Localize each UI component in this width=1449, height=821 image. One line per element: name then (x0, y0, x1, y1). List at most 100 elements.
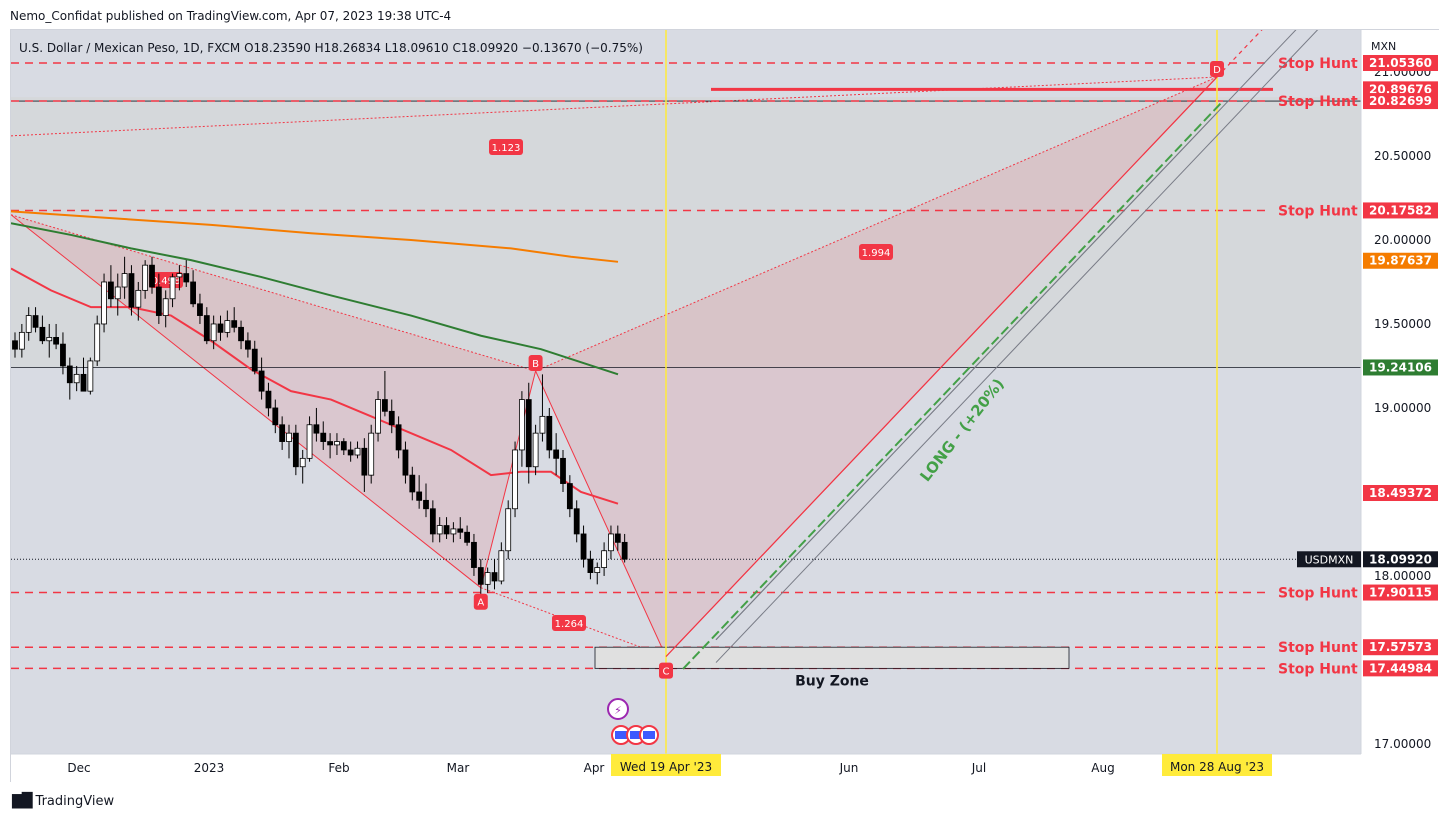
candle-body (66, 365, 73, 384)
candle (450, 522, 457, 543)
stop-hunt-label: Stop Hunt (1278, 94, 1358, 110)
lightning-icon: ⚡ (614, 704, 622, 717)
candle (73, 365, 80, 392)
chart-legend-ohlc: U.S. Dollar / Mexican Peso, 1D, FXCM O18… (19, 41, 643, 55)
candle (327, 433, 334, 459)
candle-body (334, 441, 340, 446)
candle (402, 441, 409, 484)
price-label: 18.49372 (1369, 486, 1432, 500)
candle (518, 391, 525, 467)
candle (190, 270, 197, 308)
chart-frame[interactable]: 0.498 1.123 1.994 1.264 Stop Hunt Stop Hunt S… (10, 29, 1440, 783)
candle-body (368, 432, 375, 476)
ratio-label-bg (489, 139, 523, 155)
candle (313, 407, 320, 442)
candle (566, 475, 573, 518)
candle-body (327, 441, 334, 446)
candle (621, 533, 628, 563)
candle-body (108, 281, 114, 300)
candle (505, 500, 512, 560)
candle (231, 307, 238, 333)
candle-body (183, 273, 190, 283)
price-label: 20.17582 (1369, 203, 1432, 217)
candle-body (471, 541, 477, 568)
candle (553, 433, 560, 476)
price-label-bg (1363, 54, 1438, 71)
candle-body (142, 264, 149, 291)
candle (587, 550, 594, 580)
candle (217, 315, 224, 341)
symbol-tag: USDMXN (1305, 553, 1354, 566)
candle (53, 323, 59, 350)
candle-body (587, 558, 594, 573)
candle-body (265, 390, 272, 409)
candle-body (217, 323, 224, 333)
candle-body (347, 449, 354, 456)
ratio-label: 0.498 (152, 276, 181, 287)
price-axis (1361, 30, 1440, 783)
candle (46, 323, 53, 358)
channel-middle-line (665, 76, 1218, 657)
candle-body (94, 323, 101, 362)
candle-body (608, 533, 614, 552)
candle-body (12, 340, 18, 350)
candle (525, 382, 532, 484)
candle-body (532, 432, 539, 468)
candle (477, 559, 484, 597)
candle-body (39, 326, 46, 342)
candle (101, 273, 107, 333)
candle (381, 371, 388, 417)
price-label: 20.82699 (1369, 94, 1432, 108)
ratio-label-bg (859, 244, 893, 260)
price-label: 21.05360 (1369, 56, 1432, 70)
candle-body (155, 286, 162, 316)
chart-canvas[interactable]: 0.498 1.123 1.994 1.264 Stop Hunt Stop Hunt S… (11, 30, 1440, 783)
candle (169, 273, 176, 308)
price-label-bg (1363, 660, 1438, 677)
candle (429, 500, 436, 543)
candle (12, 332, 18, 358)
ratio-label-bg (552, 615, 586, 631)
candle (244, 332, 251, 358)
candle-body (121, 273, 128, 288)
pattern-xd-line (11, 76, 1218, 137)
candle (532, 424, 539, 476)
candle-body (320, 432, 327, 442)
candle-body (279, 424, 286, 442)
candle (416, 475, 423, 509)
candle-body (210, 323, 217, 342)
price-label: 17.90115 (1369, 586, 1432, 600)
event-lightning-icon (607, 698, 629, 720)
candle-body (251, 348, 258, 372)
candle-body (224, 320, 231, 333)
price-label-bg (1363, 584, 1438, 601)
candle-body (621, 541, 628, 560)
pattern-point-label: B (532, 359, 539, 370)
candle-body (553, 449, 560, 459)
candle-body (135, 289, 142, 308)
candle-body (573, 508, 580, 535)
candle-body (512, 449, 518, 510)
pattern-point-label: C (663, 667, 670, 678)
candle (292, 424, 299, 476)
candle-body (169, 276, 176, 300)
y-tick-label: 19.50000 (1374, 317, 1431, 331)
candle (409, 466, 416, 501)
candle (286, 424, 292, 459)
candle (340, 438, 347, 455)
pattern-xab-fill (11, 214, 536, 588)
x-tick-label: Dec (67, 761, 90, 775)
candle (306, 416, 313, 462)
candle-body (402, 449, 409, 476)
candle (601, 542, 607, 576)
candle (87, 357, 94, 395)
candle (560, 449, 566, 492)
candle-body (614, 533, 621, 543)
candle-body (272, 407, 279, 426)
date-marker-label: Wed 19 Apr '23 (620, 760, 712, 774)
x-tick-label: Jun (839, 761, 859, 775)
price-label-bg (1363, 252, 1438, 269)
us-flag-icon-body (643, 731, 655, 739)
candle (512, 441, 518, 518)
buy-zone-box (594, 646, 1070, 669)
